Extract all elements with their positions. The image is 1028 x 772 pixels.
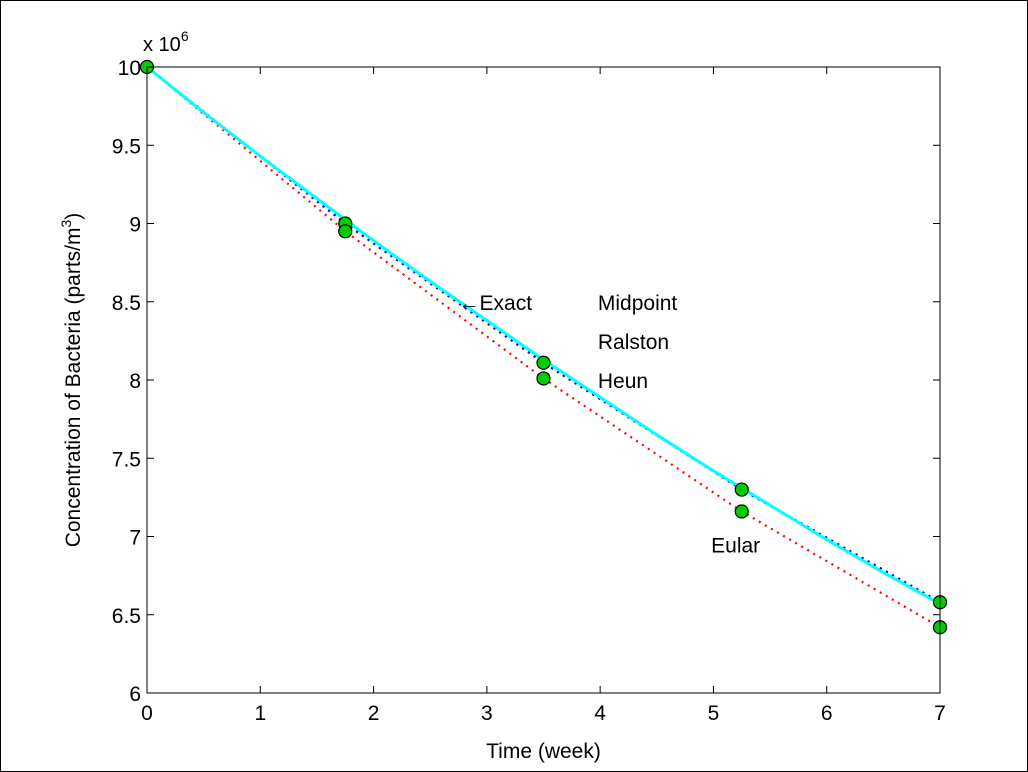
y-multiplier: x 106 — [143, 28, 189, 56]
x-tick-label: 7 — [934, 702, 946, 725]
y-tick-label: 7.5 — [112, 448, 141, 471]
data-point-marker — [734, 504, 749, 519]
x-tick-label: 3 — [481, 702, 493, 725]
data-point-marker — [734, 482, 749, 497]
x-tick-label: 1 — [254, 702, 266, 725]
series-line-heun — [146, 66, 941, 604]
y-tick-label: 8 — [129, 370, 141, 393]
x-tick-label: 2 — [368, 702, 380, 725]
y-tick-label: 9.5 — [112, 135, 141, 158]
tick-layer: 0 1 2 3 4 5 6 7 6 6.5 7 7.5 8 8.5 9 9.5 10 — [112, 57, 946, 725]
x-axis-label: Time (week) — [486, 740, 601, 763]
y-tick-label: 9 — [129, 214, 141, 237]
data-point-marker — [536, 371, 551, 386]
annotation-heun: Heun — [598, 370, 648, 393]
annotation-eular: Eular — [711, 534, 760, 557]
y-tick-label: 6 — [129, 683, 141, 706]
series-line-exact — [146, 65, 941, 606]
series-line-midpoint — [146, 66, 941, 604]
annotation-ralston: Ralston — [598, 331, 669, 354]
marker-layer — [139, 59, 948, 635]
y-tick-label: 8.5 — [112, 292, 141, 315]
data-point-marker — [338, 224, 353, 239]
y-axis-label-sup: 3 — [58, 219, 74, 227]
y-tick-label: 7 — [129, 527, 141, 550]
x-tick-label: 6 — [821, 702, 833, 725]
data-point-marker — [536, 355, 551, 370]
series-line-ralston — [146, 66, 941, 604]
series-layer — [146, 65, 941, 629]
x-tick-label: 4 — [594, 702, 606, 725]
annotation-midpoint: Midpoint — [598, 292, 678, 315]
x-tick-label: 0 — [141, 702, 153, 725]
y-axis-label-close: ) — [62, 213, 85, 220]
y-tick-label: 6.5 — [112, 605, 141, 628]
y-axis-label: Concentration of Bacteria (parts/m3) — [58, 213, 85, 548]
annotation-layer: ←Exact Midpoint Ralston Heun Eular — [459, 292, 761, 558]
y-axis-label-main: Concentration of Bacteria (parts/m — [62, 227, 85, 547]
y-tick-label: 10 — [118, 57, 141, 80]
y-multiplier-base: x 10 — [143, 34, 181, 56]
x-tick-label: 5 — [708, 702, 720, 725]
series-line-eular — [146, 66, 941, 629]
annotation-exact: ←Exact — [459, 292, 533, 315]
y-multiplier-exp: 6 — [181, 28, 189, 44]
